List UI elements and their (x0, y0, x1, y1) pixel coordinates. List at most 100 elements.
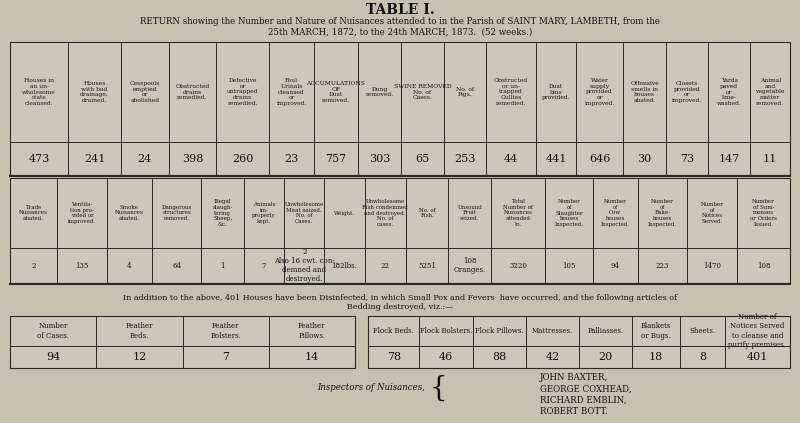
Text: Yards
paved
or
lime-
washed.: Yards paved or lime- washed. (717, 78, 742, 106)
Text: 11: 11 (763, 154, 778, 164)
Text: Cesspools
emptied
or
abolished: Cesspools emptied or abolished (130, 81, 160, 103)
Text: 2
Also 16 cwt. con-
demned and
destroyed.: 2 Also 16 cwt. con- demned and destroyed… (274, 248, 334, 283)
Text: Palliasses.: Palliasses. (587, 327, 624, 335)
Text: 182lbs.: 182lbs. (331, 261, 358, 269)
Text: Flock Pillows.: Flock Pillows. (475, 327, 523, 335)
Bar (10, 42, 790, 175)
Text: Houses in
an un-
wholesome
state
cleansed.: Houses in an un- wholesome state cleanse… (22, 78, 56, 106)
Text: 260: 260 (232, 154, 254, 164)
Text: 14: 14 (305, 352, 319, 362)
Text: Number
of
Slaughter
houses
Inspected.: Number of Slaughter houses Inspected. (554, 199, 583, 227)
Text: 7: 7 (222, 352, 229, 362)
Text: Sheets.: Sheets. (690, 327, 715, 335)
Bar (368, 316, 790, 368)
Text: RETURN showing the Number and Nature of Nuisances attended to in the Parish of S: RETURN showing the Number and Nature of … (140, 17, 660, 27)
Text: 303: 303 (369, 154, 390, 164)
Text: Smoke
Nuisances
abated.: Smoke Nuisances abated. (115, 205, 144, 221)
Text: Total
Number of
Nuisances
attended
to.: Total Number of Nuisances attended to. (503, 199, 533, 227)
Text: 78: 78 (386, 352, 401, 362)
Text: Dust
bins
provided.: Dust bins provided. (542, 84, 570, 100)
Text: Unwholesome
Fish condemned
and destroyed.
No. of
cases.: Unwholesome Fish condemned and destroyed… (362, 199, 408, 227)
Text: 88: 88 (492, 352, 506, 362)
Text: Water
supply
provided
or
improved.: Water supply provided or improved. (585, 78, 615, 106)
Text: {: { (429, 374, 447, 401)
Text: 223: 223 (656, 261, 669, 269)
Text: GEORGE COXHEAD,: GEORGE COXHEAD, (540, 385, 632, 393)
Text: 401: 401 (746, 352, 768, 362)
Text: Number
of
Notices
Served.: Number of Notices Served. (701, 202, 723, 224)
Text: Animals
im-
properly
kept.: Animals im- properly kept. (252, 202, 276, 224)
Text: No. of
Fish.: No. of Fish. (419, 208, 435, 218)
Text: Dung
removed.: Dung removed. (366, 87, 394, 97)
Text: In addition to the above, 401 Houses have been Disinfected, in which Small Pox a: In addition to the above, 401 Houses hav… (123, 294, 677, 311)
Text: 2: 2 (31, 261, 36, 269)
Text: 23: 23 (285, 154, 298, 164)
Text: Obstructed
or un-
trapped
Gullies
remedied.: Obstructed or un- trapped Gullies remedi… (494, 78, 528, 106)
Text: 18: 18 (649, 352, 663, 362)
Bar (10, 316, 355, 368)
Text: Feather
Pillows.: Feather Pillows. (298, 322, 326, 340)
Text: 3220: 3220 (510, 261, 527, 269)
Text: TABLE I.: TABLE I. (366, 3, 434, 17)
Bar (10, 178, 790, 283)
Text: Dangerous
structures
removed.: Dangerous structures removed. (162, 205, 192, 221)
Text: Animal
and
vegetable
matter
removed.: Animal and vegetable matter removed. (755, 78, 785, 106)
Text: Unsound
Fruit
seized.: Unsound Fruit seized. (458, 205, 482, 221)
Text: 12: 12 (132, 352, 146, 362)
Text: Feather
Bolsters.: Feather Bolsters. (210, 322, 241, 340)
Text: 73: 73 (680, 154, 694, 164)
Text: 253: 253 (454, 154, 475, 164)
Text: Mattresses.: Mattresses. (532, 327, 573, 335)
Text: Blankets
or Bugs.: Blankets or Bugs. (641, 322, 671, 340)
Text: Inspectors of Nuisances,: Inspectors of Nuisances, (317, 384, 425, 393)
Text: Trade
Nuisances
abated.: Trade Nuisances abated. (19, 205, 48, 221)
Text: Illegal
slaugh-
tering
Sheep,
&c.: Illegal slaugh- tering Sheep, &c. (213, 199, 233, 227)
Text: Foul
Urinals
cleansed
or
improved.: Foul Urinals cleansed or improved. (277, 78, 306, 106)
Text: Houses
with bad
drainage,
drained.: Houses with bad drainage, drained. (80, 81, 109, 103)
Text: Number
of Sum-
monses
or Orders
Issued.: Number of Sum- monses or Orders Issued. (750, 199, 777, 227)
Text: 44: 44 (504, 154, 518, 164)
Text: Defective
or
untrapped
drains
remedied.: Defective or untrapped drains remedied. (227, 78, 258, 106)
Text: Flock Beds.: Flock Beds. (374, 327, 414, 335)
Text: 24: 24 (138, 154, 152, 164)
Text: 46: 46 (439, 352, 453, 362)
Text: Unwholesome
Meat seized.
No. of
Cases.: Unwholesome Meat seized. No. of Cases. (285, 202, 324, 224)
Text: RICHARD EMBLIN,: RICHARD EMBLIN, (540, 396, 626, 404)
Text: 105: 105 (562, 261, 576, 269)
Text: 646: 646 (589, 154, 610, 164)
Text: Number
of
Cow
houses
Inspected.: Number of Cow houses Inspected. (601, 199, 630, 227)
Text: 241: 241 (84, 154, 106, 164)
Text: No. of
Pigs.: No. of Pigs. (456, 87, 474, 97)
Text: 398: 398 (182, 154, 203, 164)
Text: 42: 42 (546, 352, 559, 362)
Text: 64: 64 (172, 261, 181, 269)
Text: 5251: 5251 (418, 261, 436, 269)
Text: Weight.: Weight. (334, 211, 355, 215)
Text: 441: 441 (546, 154, 566, 164)
Text: Flock Bolsters.: Flock Bolsters. (420, 327, 472, 335)
Text: Number of
Notices Served
to cleanse and
purify premises.: Number of Notices Served to cleanse and … (729, 313, 786, 349)
Text: 25th MARCH, 1872, to the 24th MARCH, 1873.  (52 weeks.): 25th MARCH, 1872, to the 24th MARCH, 187… (268, 27, 532, 36)
Text: SWINE REMOVED
No. of
Cases.: SWINE REMOVED No. of Cases. (394, 84, 451, 100)
Text: 8: 8 (699, 352, 706, 362)
Text: 94: 94 (46, 352, 60, 362)
Text: Closets
provided
or
improved.: Closets provided or improved. (672, 81, 702, 103)
Text: Number
of
Bake-
houses
Inspected.: Number of Bake- houses Inspected. (648, 199, 677, 227)
Text: Feather
Beds.: Feather Beds. (126, 322, 153, 340)
Text: Offensive
smells in
houses
abated.: Offensive smells in houses abated. (630, 81, 659, 103)
Text: 1470: 1470 (703, 261, 721, 269)
Text: Number
of Cases.: Number of Cases. (37, 322, 69, 340)
Text: 135: 135 (75, 261, 89, 269)
Text: 108
Oranges.: 108 Oranges. (454, 257, 486, 274)
Text: 20: 20 (598, 352, 613, 362)
Text: 94: 94 (610, 261, 619, 269)
Text: 4: 4 (127, 261, 132, 269)
Text: JOHN BAXTER,: JOHN BAXTER, (540, 374, 608, 382)
Text: Ventila-
tion pro-
vided or
improved.: Ventila- tion pro- vided or improved. (68, 202, 96, 224)
Text: 108: 108 (757, 261, 770, 269)
Text: 757: 757 (326, 154, 346, 164)
Text: 30: 30 (638, 154, 652, 164)
Text: 1: 1 (221, 261, 225, 269)
Text: ROBERT BOTT.: ROBERT BOTT. (540, 407, 608, 415)
Text: 7: 7 (262, 261, 266, 269)
